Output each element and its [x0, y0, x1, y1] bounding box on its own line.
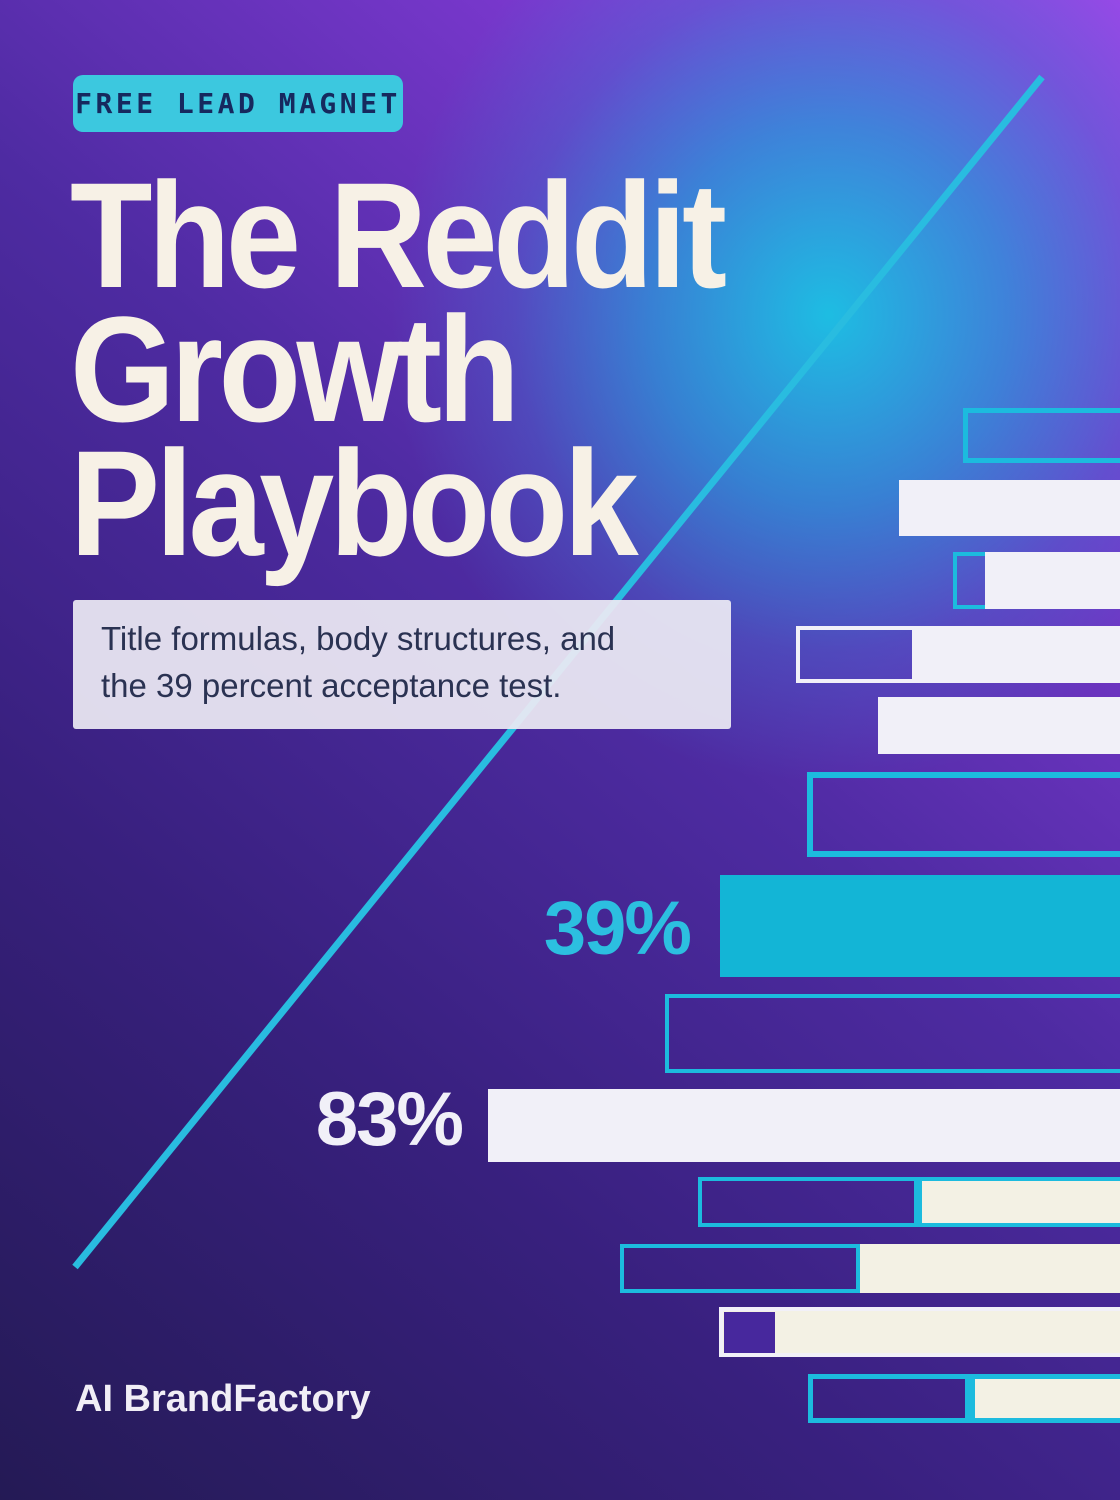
decorative-bar: [808, 1374, 970, 1423]
title-line-3: Playbook: [70, 419, 639, 587]
decorative-bar: [724, 1312, 775, 1353]
stat-39-percent: 39%: [543, 886, 692, 971]
decorative-bar: [899, 480, 1120, 536]
decorative-bar: [860, 1244, 1120, 1293]
decorative-bar: [807, 772, 1120, 857]
subtitle-line-1: Title formulas, body structures, and: [101, 620, 616, 657]
stat-83-percent: 83%: [315, 1077, 464, 1162]
decorative-bar: [665, 994, 1120, 1073]
decorative-bar: [698, 1177, 918, 1227]
decorative-bar: [918, 1177, 1120, 1227]
title-line-2: Growth: [70, 285, 520, 453]
subtitle-card: Title formulas, body structures, and the…: [73, 600, 731, 729]
subtitle-line-2: the 39 percent acceptance test.: [101, 667, 562, 704]
title-line-1: The Reddit: [70, 151, 727, 319]
decorative-bar: [878, 697, 1120, 754]
badge-label: FREE LEAD MAGNET: [75, 87, 401, 120]
page-title: The Reddit Growth Playbook: [70, 151, 727, 587]
decorative-bar: [912, 626, 1120, 683]
decorative-bar: [719, 1307, 1120, 1357]
decorative-bar: [488, 1089, 1120, 1162]
decorative-bar: [720, 875, 1120, 977]
decorative-bar: [985, 552, 1120, 609]
decorative-bar: [620, 1244, 860, 1293]
decorative-bar: [970, 1374, 1120, 1423]
brand-footer: AI BrandFactory: [75, 1378, 371, 1420]
lead-magnet-badge: FREE LEAD MAGNET: [73, 75, 403, 132]
decorative-bar: [963, 408, 1120, 463]
